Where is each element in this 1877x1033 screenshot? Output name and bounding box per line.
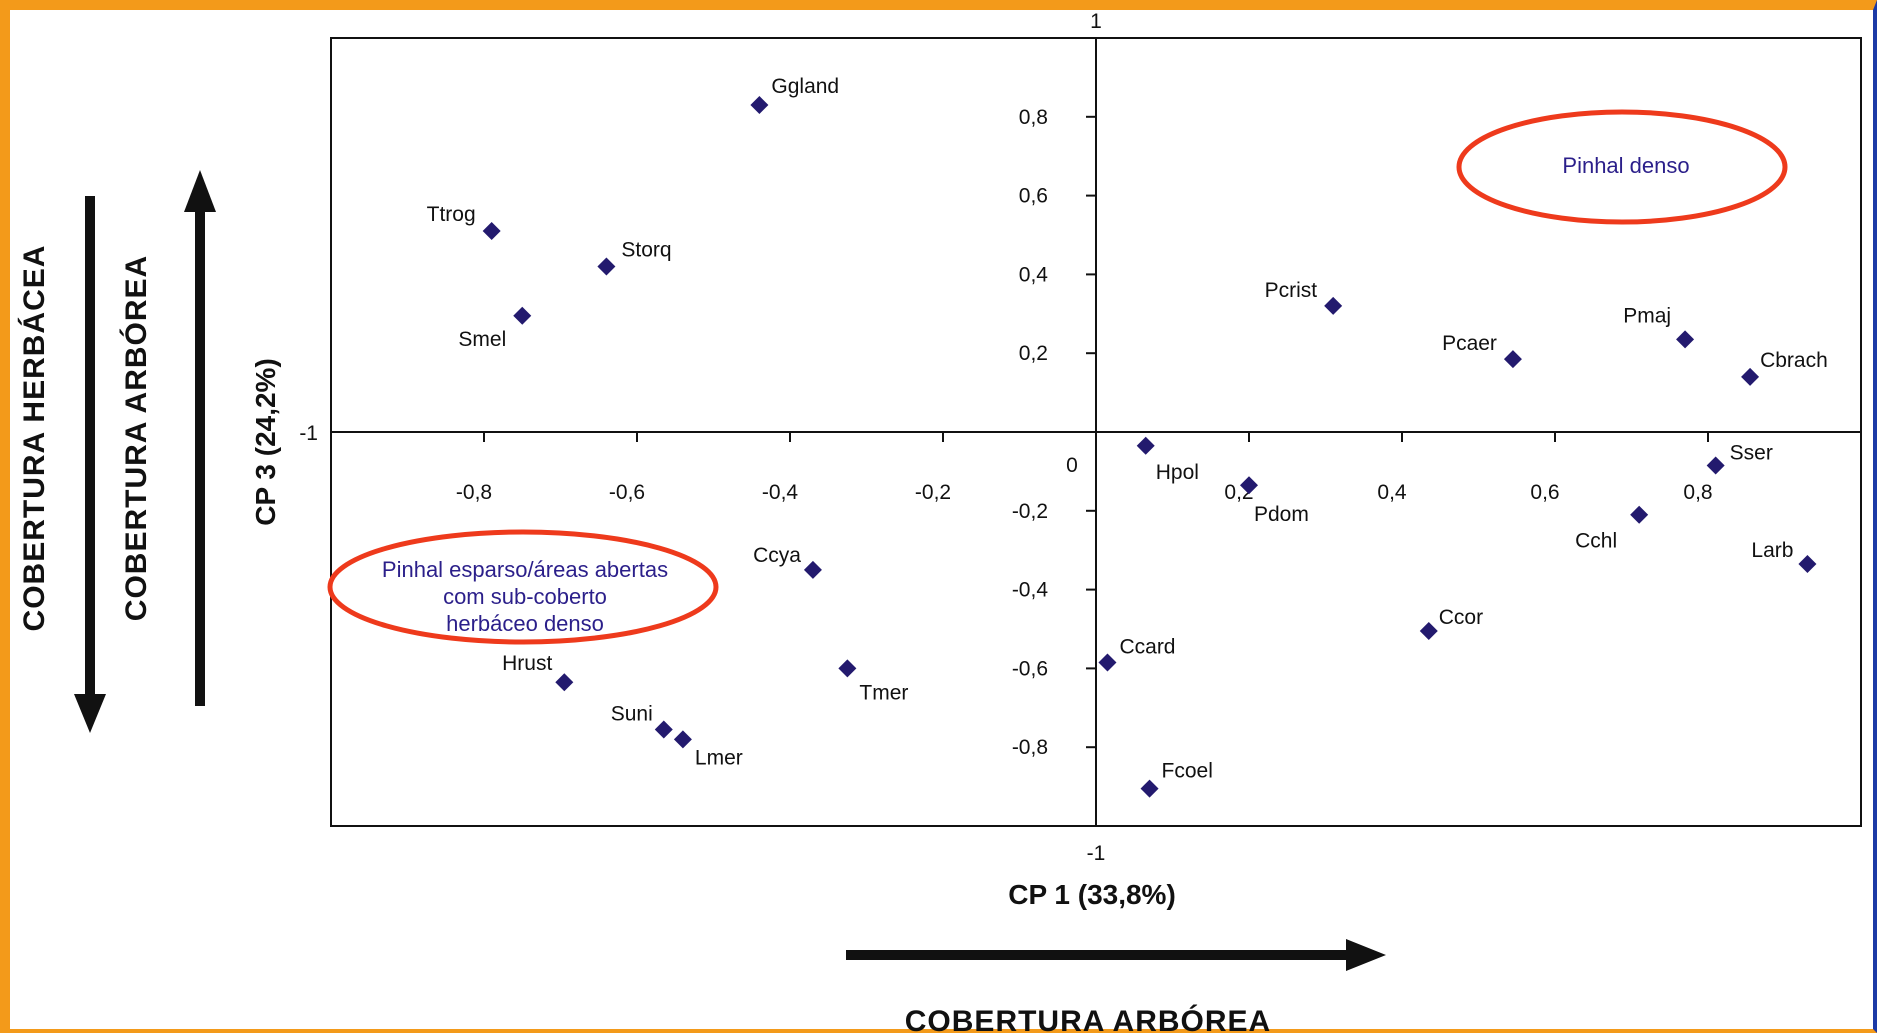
herbaceous-down-arrow [74,196,106,733]
herbaceous-cover-label: COBERTURA HERBÁCEA [17,245,51,632]
point-marker-pdom [1240,476,1258,495]
point-label-ccya: Ccya [753,544,801,567]
x-axis-left-label: -1 [299,422,318,445]
point-label-cchl: Cchl [1575,530,1617,553]
point-label-hpol: Hpol [1156,461,1199,484]
point-marker-smel [513,306,532,325]
x-tick-label: 0,8 [1683,481,1712,504]
point-marker-storq [597,257,616,276]
point-label-lmer: Lmer [695,746,743,769]
point-label-larb: Larb [1751,539,1793,562]
y-axis-bottom-label: -1 [1087,842,1106,865]
point-marker-hrust [555,673,574,692]
x-axis-title: CP 1 (33,8%) [1008,879,1176,910]
y-tick-label: 0,2 [1019,342,1048,365]
sparse-pine-ellipse [327,529,719,645]
y-axis-title: CP 3 (24,2%) [250,358,281,526]
point-marker-ccard [1098,653,1117,672]
point-marker-fcoel [1140,779,1159,798]
y-tick-label: -0,2 [1012,500,1048,523]
point-label-sser: Sser [1730,441,1773,464]
point-label-ccor: Ccor [1439,606,1483,629]
y-tick-label: 0,8 [1019,106,1048,129]
point-marker-pcaer [1503,350,1522,369]
point-marker-larb [1798,554,1817,573]
arboreal-right-arrow [846,939,1386,971]
axis-tick-labels: -0,8 -0,6 -0,4 -0,2 0 0,2 0,4 0,6 0,8 -0,8 -0,6 -0,… [456,106,1713,759]
point-label-ggland: Ggland [771,75,839,98]
y-tick-label: -0,4 [1012,579,1049,602]
y-tick-label: 0,4 [1019,263,1049,286]
data-points: Ggland Ttrog Storq Smel Pcrist Pcaer Pmaj Cbrac… [427,75,1828,798]
x-tick-label: -0,8 [456,481,492,504]
point-label-fcoel: Fcoel [1162,760,1213,783]
point-label-tmer: Tmer [859,681,908,704]
point-marker-ccya [803,560,822,579]
point-marker-ggland [750,95,769,114]
point-marker-pcrist [1324,296,1343,315]
x-tick-label: 0 [1066,454,1078,477]
sparse-pine-label-line2: com sub-coberto [443,584,607,609]
point-marker-suni [654,720,673,739]
y-tick-label: -0,8 [1012,736,1048,759]
x-tick-label: 0,4 [1377,481,1407,504]
point-label-pcaer: Pcaer [1442,332,1497,355]
x-tick-label: -0,4 [762,481,799,504]
dense-pine-label: Pinhal denso [1562,153,1689,178]
point-label-pmaj: Pmaj [1623,304,1671,327]
y-tick-label: -0,6 [1012,657,1048,680]
point-marker-cbrach [1741,367,1760,386]
point-marker-lmer [673,730,692,749]
arboreal-up-arrow [184,170,216,706]
sparse-pine-label-line1: Pinhal esparso/áreas abertas [382,557,668,582]
point-label-ccard: Ccard [1119,635,1175,658]
point-marker-tmer [838,659,857,678]
point-marker-hpol [1136,436,1155,455]
point-label-suni: Suni [611,702,653,725]
point-label-smel: Smel [458,328,506,351]
point-marker-ttrog [482,222,501,241]
axis-ticks [483,115,1709,749]
x-tick-label: 0,6 [1530,481,1559,504]
point-marker-sser [1706,456,1725,475]
point-label-pdom: Pdom [1254,503,1309,526]
point-marker-cchl [1630,505,1649,524]
arboreal-cover-vertical-label: COBERTURA ARBÓREA [119,255,153,621]
point-label-pcrist: Pcrist [1265,279,1318,302]
dense-pine-ellipse [1456,109,1788,225]
arboreal-cover-horizontal-label: COBERTURA ARBÓREA [905,1004,1271,1033]
point-label-storq: Storq [621,239,671,262]
x-tick-label: -0,2 [915,481,951,504]
x-tick-label: -0,6 [609,481,645,504]
point-label-cbrach: Cbrach [1760,349,1828,372]
point-marker-pmaj [1676,330,1695,349]
sparse-pine-label-line3: herbáceo denso [446,611,604,636]
point-marker-ccor [1419,621,1438,640]
point-label-hrust: Hrust [502,652,552,675]
y-tick-label: 0,6 [1019,185,1048,208]
y-axis-top-label: 1 [1090,10,1102,33]
point-label-ttrog: Ttrog [427,203,476,226]
